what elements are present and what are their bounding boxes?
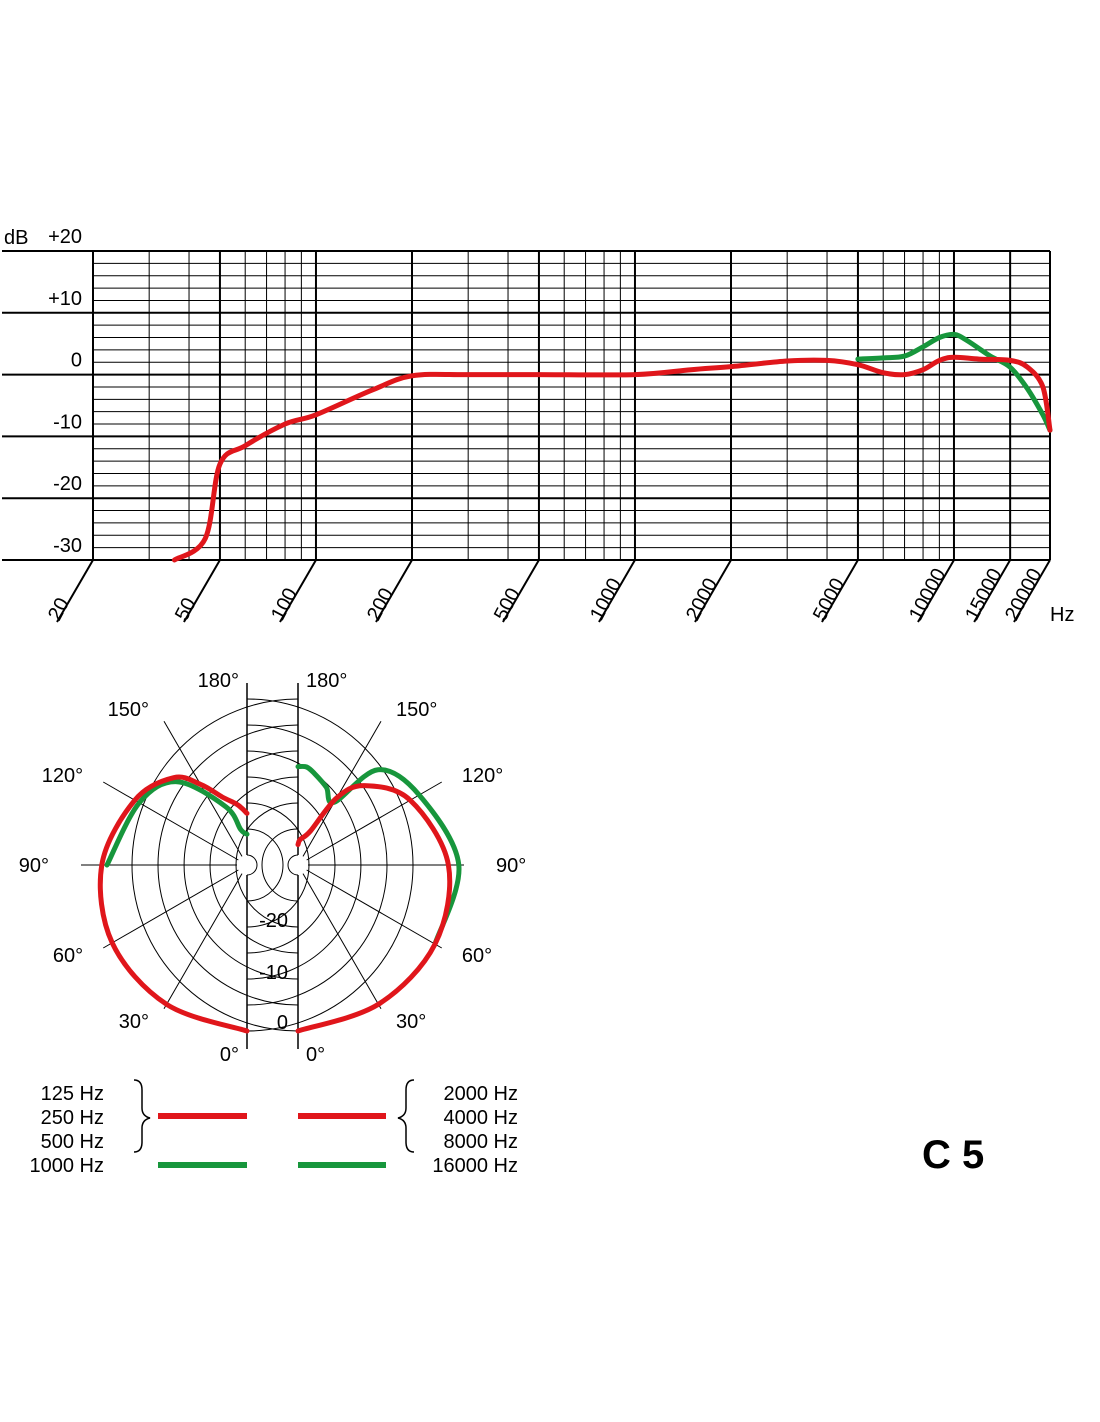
polar-angle-label: 60° — [462, 945, 492, 967]
x-tick-label: 2000 — [682, 575, 722, 625]
polar-spoke — [102, 869, 239, 949]
x-tick-label: 5000 — [809, 575, 849, 625]
x-tick-label: 500 — [490, 585, 525, 625]
x-tick-slash — [502, 559, 540, 623]
polar-angle-label: 120° — [462, 765, 503, 787]
x-tick-label: 1000 — [586, 575, 626, 625]
x-axis-unit: Hz — [1050, 604, 1074, 626]
x-tick-label: 100 — [267, 585, 302, 625]
polar-ring — [246, 854, 258, 876]
x-tick-label: 10000 — [905, 565, 951, 624]
y-axis-label: dB — [4, 227, 28, 249]
polar-angle-label: 0° — [306, 1044, 325, 1066]
polar-angle-label: 60° — [53, 945, 83, 967]
polar-r-label: 0 — [277, 1012, 288, 1034]
polar-curve-red — [295, 783, 453, 1034]
polar-angle-label: 150° — [108, 699, 149, 721]
legend-label-right: 2000 Hz — [444, 1083, 519, 1105]
polar-ring — [209, 776, 299, 954]
x-tick-slash — [917, 559, 955, 623]
polar-curve-green — [295, 763, 462, 947]
legend-label-left: 125 Hz — [41, 1083, 104, 1105]
frequency-response-chart: +20+100-10-20-30 20 50 100 200 500 1000 2000 50… — [2, 226, 1074, 626]
polar-angle-label: 30° — [119, 1011, 149, 1033]
y-tick-label: -10 — [53, 411, 82, 433]
y-tick-labels: +20 +10 0 -10 -20 -30 — [48, 226, 82, 557]
legend-label-right: 8000 Hz — [444, 1131, 519, 1153]
polar-grid — [81, 683, 464, 1049]
polar-curve-red — [97, 774, 250, 1034]
polar-ring — [131, 698, 299, 1032]
polar-angle-label: 120° — [42, 765, 83, 787]
y-tick-label: +20 — [48, 226, 82, 248]
legend-label-left: 250 Hz — [41, 1107, 104, 1129]
y-tick-label: +10 — [48, 288, 82, 310]
polar-curve-green — [104, 779, 250, 868]
response-curve-red — [171, 354, 1053, 563]
x-tick-slash — [183, 559, 221, 623]
response-curve-green — [855, 331, 1053, 433]
x-tick-label: 200 — [363, 585, 398, 625]
x-tick-slash — [821, 559, 859, 623]
polar-spoke — [302, 720, 382, 857]
polar-ring — [261, 828, 299, 902]
polar-spoke — [102, 781, 239, 861]
polar-ring — [235, 802, 299, 928]
x-tick-slash — [1013, 559, 1051, 623]
legend-label-left: 1000 Hz — [30, 1155, 105, 1177]
polar-ring — [287, 854, 299, 876]
polar-angle-label: 90° — [19, 855, 49, 877]
y-tick-label: 0 — [71, 350, 82, 372]
polar-curves — [97, 763, 462, 1034]
x-tick-slash — [598, 559, 636, 623]
x-tick-slash — [973, 559, 1012, 623]
polar-angle-label: 30° — [396, 1011, 426, 1033]
polar-spoke — [163, 873, 243, 1010]
polar-angle-label: 0° — [220, 1044, 239, 1066]
y-tick-label: -30 — [53, 535, 82, 557]
x-tick-label: 15000 — [961, 565, 1007, 624]
legend-label-right: 16000 Hz — [432, 1155, 518, 1177]
legend-brace-right — [397, 1079, 415, 1153]
legend-label-left: 500 Hz — [41, 1131, 104, 1153]
polar-angle-label: 90° — [496, 855, 526, 877]
polar-labels: 0° 30° 60° 90° 120° 150° 180° 0° 30° 60° 90° 120° 15… — [19, 670, 527, 1066]
polar-angle-label: 150° — [396, 699, 437, 721]
polar-ring — [246, 802, 310, 928]
polar-angle-label: 180° — [306, 670, 347, 692]
frequency-response-curves — [171, 331, 1053, 563]
legend-brace-left — [133, 1079, 151, 1153]
legend-label-right: 4000 Hz — [444, 1107, 519, 1129]
model-name: C 5 — [922, 1133, 984, 1177]
polar-pattern-chart: 0° 30° 60° 90° 120° 150° 180° 0° 30° 60° 90° 120° 15… — [19, 670, 527, 1177]
frequency-response-grid — [2, 250, 1051, 623]
x-tick-slash — [694, 559, 732, 623]
polar-spoke — [302, 873, 382, 1010]
polar-r-label: -10 — [259, 962, 288, 984]
polar-ring — [183, 750, 299, 980]
polar-spoke — [306, 869, 443, 949]
x-tick-slash — [279, 559, 317, 623]
polar-ring — [157, 724, 299, 1006]
polar-ring — [246, 828, 284, 902]
x-tick-label: 20000 — [1001, 565, 1047, 624]
polar-r-label: -20 — [259, 910, 288, 932]
x-tick-slash — [375, 559, 413, 623]
x-tick-slash — [56, 559, 94, 623]
polar-angle-label: 180° — [198, 670, 239, 692]
y-tick-label: -20 — [53, 473, 82, 495]
